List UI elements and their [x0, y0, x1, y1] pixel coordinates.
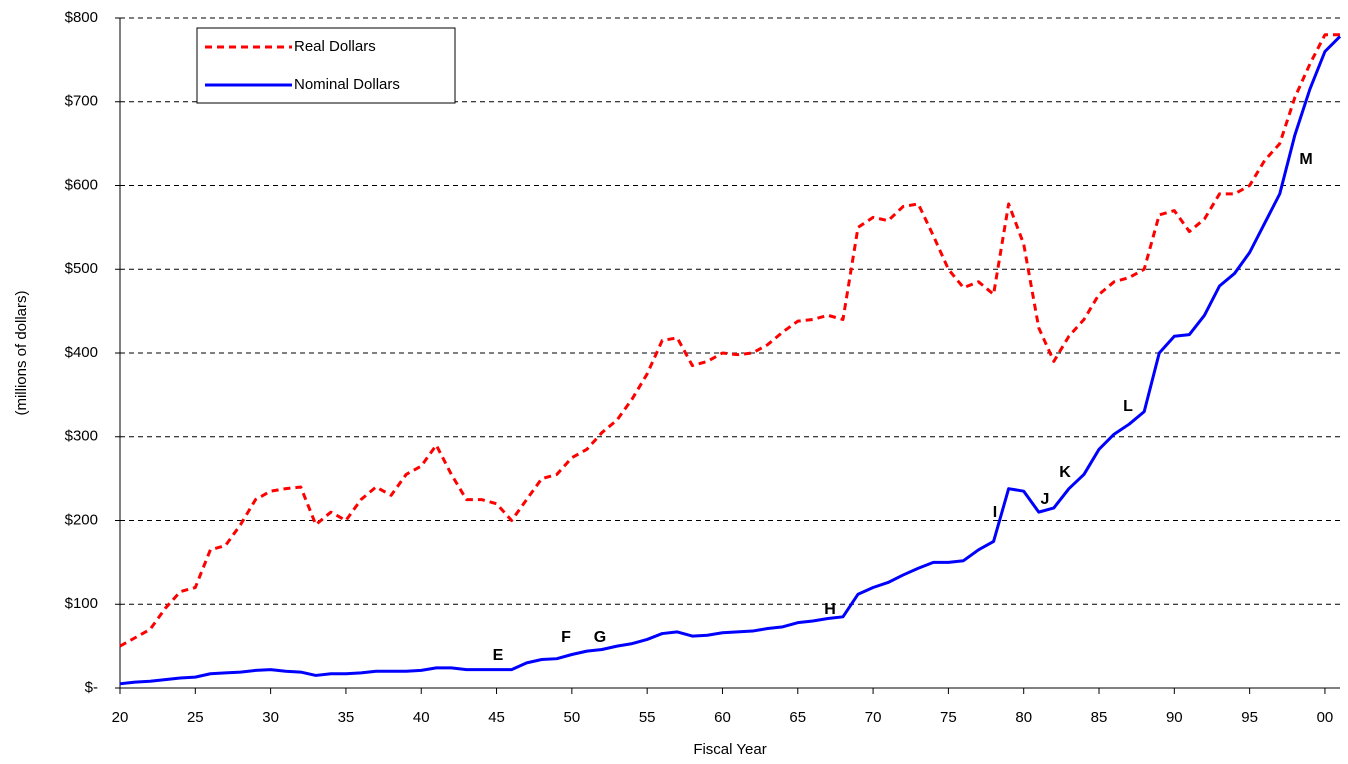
x-tick-label: 40: [413, 709, 430, 726]
annotation: K: [1059, 464, 1071, 481]
x-tick-label: 25: [187, 709, 204, 726]
annotation: L: [1123, 398, 1133, 415]
series-line: [119, 35, 1342, 686]
annotation: G: [594, 629, 606, 646]
x-tick-label: 00: [1317, 709, 1334, 726]
x-tick-label: 20: [112, 709, 129, 726]
y-tick-label: $300: [65, 428, 98, 445]
x-tick-label: 80: [1015, 709, 1032, 726]
annotation: I: [993, 504, 997, 521]
legend-label: Nominal Dollars: [294, 76, 400, 93]
x-tick-label: 70: [865, 709, 882, 726]
x-tick-label: 60: [714, 709, 731, 726]
annotation: M: [1299, 151, 1312, 168]
x-axis-label: Fiscal Year: [693, 741, 766, 758]
legend-box: [196, 27, 456, 104]
x-tick-label: 95: [1241, 709, 1258, 726]
annotation: J: [1041, 491, 1050, 508]
series-line: [119, 33, 1340, 648]
annotation: E: [493, 647, 504, 664]
x-tick-label: 65: [789, 709, 806, 726]
y-tick-label: $400: [65, 344, 98, 361]
y-tick-label: $700: [65, 93, 98, 110]
annotation: F: [561, 629, 571, 646]
x-tick-label: 35: [338, 709, 355, 726]
legend-label: Real Dollars: [294, 38, 376, 55]
y-tick-label: $200: [65, 511, 98, 528]
x-tick-label: 85: [1091, 709, 1108, 726]
y-axis-label: (millions of dollars): [13, 290, 30, 415]
x-tick-label: 75: [940, 709, 957, 726]
y-tick-label: $800: [65, 9, 98, 26]
y-tick-label: $600: [65, 176, 98, 193]
x-tick-label: 55: [639, 709, 656, 726]
x-tick-label: 50: [564, 709, 581, 726]
y-tick-label: $100: [65, 595, 98, 612]
x-tick-label: 45: [488, 709, 505, 726]
annotation: H: [824, 601, 836, 618]
y-tick-label: $-: [85, 679, 98, 696]
y-tick-label: $500: [65, 260, 98, 277]
x-tick-label: 90: [1166, 709, 1183, 726]
x-tick-label: 30: [262, 709, 279, 726]
